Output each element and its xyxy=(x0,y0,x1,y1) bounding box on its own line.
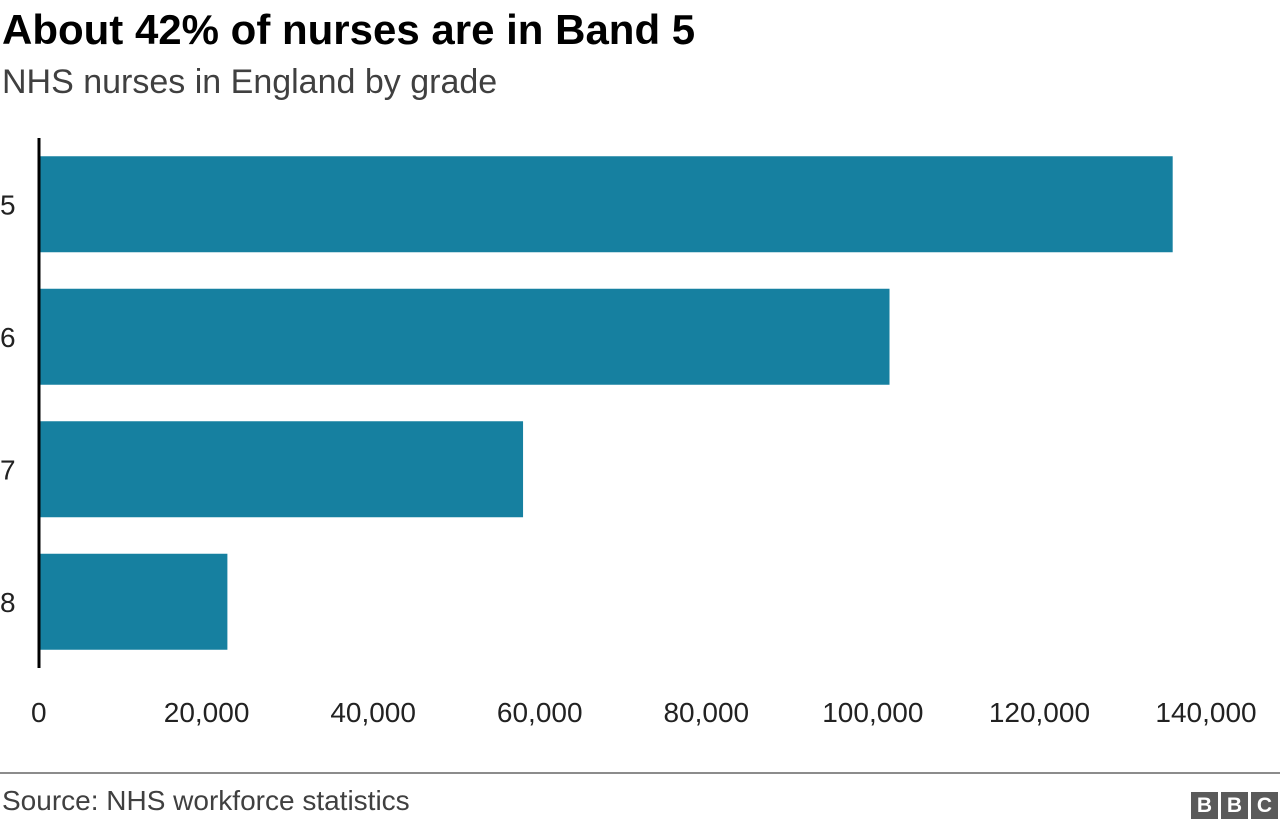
x-tick-label: 40,000 xyxy=(330,697,416,728)
bbc-logo-letter: B xyxy=(1221,792,1248,819)
bbc-logo-letter: B xyxy=(1191,792,1218,819)
y-tick-label: 6 xyxy=(0,322,16,353)
x-tick-label: 80,000 xyxy=(663,697,749,728)
footer-divider xyxy=(0,772,1280,774)
chart-subtitle: NHS nurses in England by grade xyxy=(2,63,498,101)
x-tick-label: 100,000 xyxy=(822,697,923,728)
x-tick-label: 20,000 xyxy=(164,697,250,728)
chart-title: About 42% of nurses are in Band 5 xyxy=(2,6,696,53)
bbc-logo-letter: C xyxy=(1251,792,1278,819)
bar xyxy=(40,553,228,650)
bar-chart-svg: 5 6 7 8 0 20,000 40,000 60,000 80,000 100,000 120,… xyxy=(0,138,1257,728)
y-tick-label: 5 xyxy=(0,189,16,220)
bar xyxy=(40,421,524,518)
x-tick-label: 140,000 xyxy=(1155,697,1256,728)
bar-chart: 5 6 7 8 0 20,000 40,000 60,000 80,000 100,000 120,… xyxy=(0,120,1280,740)
x-tick-label: 120,000 xyxy=(989,697,1090,728)
y-tick-label: 7 xyxy=(0,454,16,485)
bbc-logo: B B C xyxy=(1191,792,1278,819)
y-tick-label: 8 xyxy=(0,587,16,618)
x-tick-label: 0 xyxy=(31,697,47,728)
bar xyxy=(40,288,890,385)
source-note: Source: NHS workforce statistics xyxy=(2,785,410,816)
x-tick-label: 60,000 xyxy=(497,697,583,728)
bar xyxy=(40,156,1173,253)
